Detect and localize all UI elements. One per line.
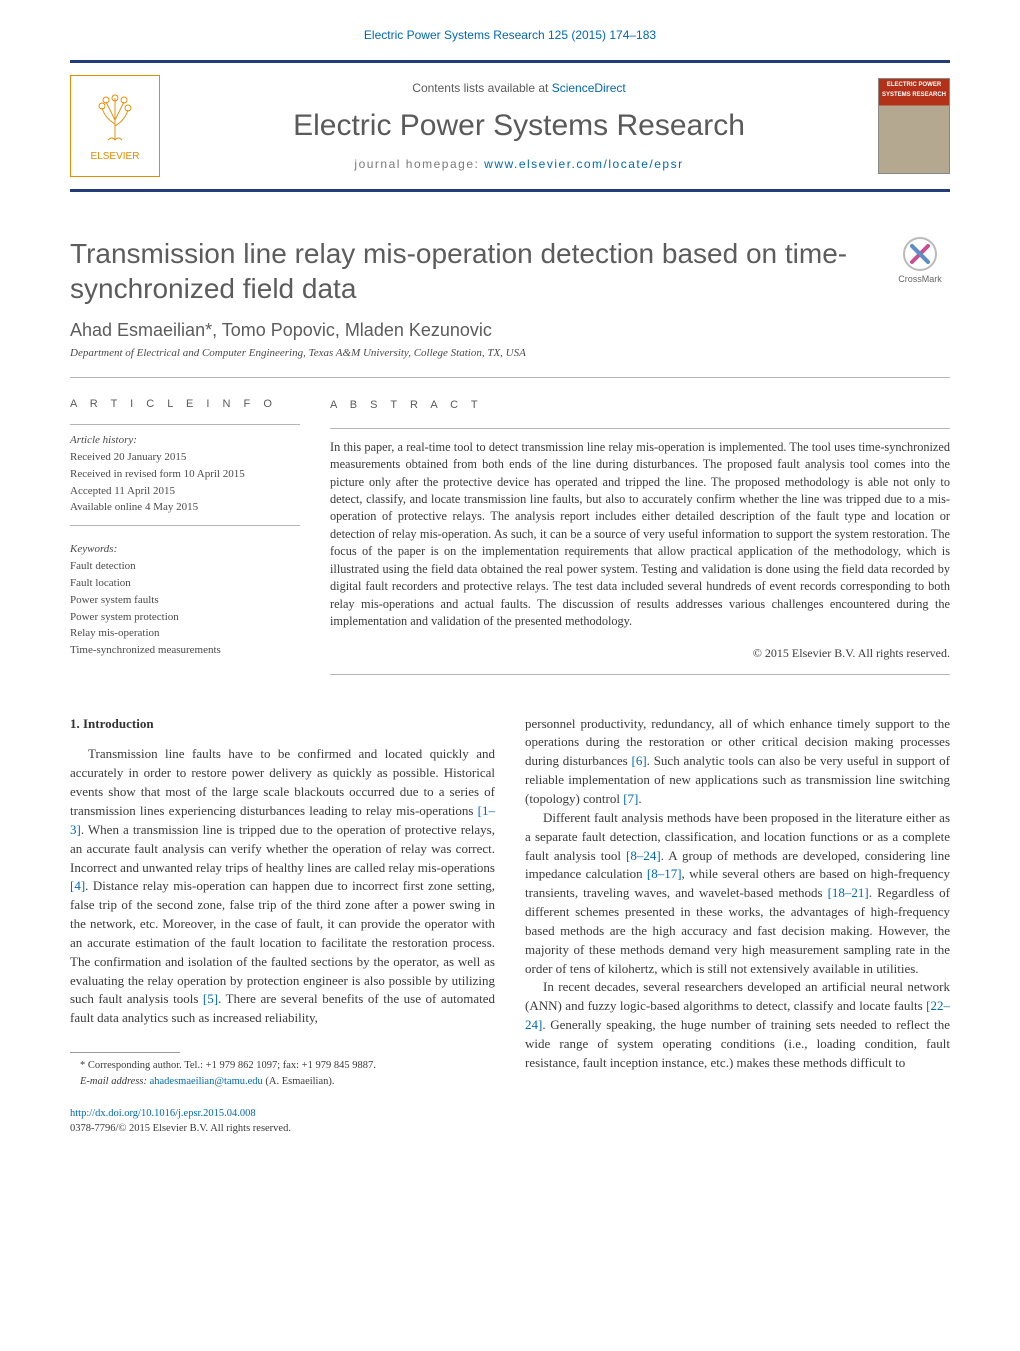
article-info-heading: A R T I C L E I N F O [70, 398, 300, 410]
keyword: Fault location [70, 576, 300, 591]
abstract-heading: A B S T R A C T [330, 398, 950, 414]
elsevier-logo: ELSEVIER [70, 75, 160, 177]
citation[interactable]: [4] [70, 878, 85, 893]
contents-available-line: Contents lists available at ScienceDirec… [160, 81, 878, 95]
cover-title-line2: SYSTEMS RESEARCH [879, 89, 949, 99]
citation[interactable]: [5] [203, 991, 218, 1006]
abstract-copyright: © 2015 Elsevier B.V. All rights reserved… [330, 645, 950, 662]
keyword: Relay mis-operation [70, 626, 300, 641]
keyword: Fault detection [70, 559, 300, 574]
cover-title-line1: ELECTRIC POWER [879, 79, 949, 89]
keyword: Time-synchronized measurements [70, 643, 300, 658]
elsevier-tree-icon [90, 90, 140, 151]
sciencedirect-link[interactable]: ScienceDirect [552, 81, 626, 95]
citation[interactable]: [8–24] [626, 848, 661, 863]
info-rule [70, 424, 300, 425]
journal-homepage-link[interactable]: www.elsevier.com/locate/epsr [484, 157, 683, 171]
masthead-center: Contents lists available at ScienceDirec… [160, 81, 878, 171]
masthead: ELSEVIER Contents lists available at Sci… [70, 60, 950, 192]
email-line: E-mail address: ahadesmaeilian@tamu.edu … [70, 1075, 495, 1089]
journal-cover-thumb: ELECTRIC POWER SYSTEMS RESEARCH [878, 78, 950, 174]
citation[interactable]: [18–21] [828, 885, 869, 900]
homepage-prefix: journal homepage: [354, 157, 484, 171]
intro-paragraph-1-cont: personnel productivity, redundancy, all … [525, 715, 950, 809]
journal-citation[interactable]: Electric Power Systems Research 125 (201… [70, 28, 950, 42]
abs-rule [330, 428, 950, 429]
journal-title: Electric Power Systems Research [160, 109, 878, 143]
affiliation: Department of Electrical and Computer En… [70, 347, 950, 359]
history-revised: Received in revised form 10 April 2015 [70, 467, 300, 482]
corresponding-author: * Corresponding author. Tel.: +1 979 862… [70, 1059, 495, 1073]
section-1-heading: 1. Introduction [70, 715, 495, 734]
history-online: Available online 4 May 2015 [70, 500, 300, 515]
contents-prefix: Contents lists available at [412, 81, 551, 95]
intro-paragraph-2: Different fault analysis methods have be… [525, 809, 950, 979]
author-email-link[interactable]: ahadesmaeilian@tamu.edu [150, 1076, 263, 1087]
history-label: Article history: [70, 433, 300, 448]
keyword: Power system faults [70, 593, 300, 608]
keywords-label: Keywords: [70, 542, 300, 557]
issn-copyright: 0378-7796/© 2015 Elsevier B.V. All right… [70, 1123, 291, 1134]
footnotes: * Corresponding author. Tel.: +1 979 862… [70, 1059, 495, 1089]
footnote-rule [70, 1052, 180, 1053]
authors: Ahad Esmaeilian*, Tomo Popovic, Mladen K… [70, 320, 950, 341]
abs-rule-bottom [330, 674, 950, 675]
history-accepted: Accepted 11 April 2015 [70, 484, 300, 499]
citation[interactable]: [6] [631, 753, 646, 768]
abstract-column: A B S T R A C T In this paper, a real-ti… [330, 378, 950, 675]
crossmark-badge[interactable]: CrossMark [890, 236, 950, 284]
intro-paragraph-3: In recent decades, several researchers d… [525, 978, 950, 1072]
doi-block: http://dx.doi.org/10.1016/j.epsr.2015.04… [70, 1107, 495, 1135]
article-title: Transmission line relay mis-operation de… [70, 236, 890, 306]
info-rule2 [70, 525, 300, 526]
elsevier-logo-text: ELSEVIER [91, 151, 140, 162]
history-received: Received 20 January 2015 [70, 450, 300, 465]
doi-link[interactable]: http://dx.doi.org/10.1016/j.epsr.2015.04… [70, 1108, 256, 1119]
article-info-column: A R T I C L E I N F O Article history: R… [70, 378, 300, 675]
journal-homepage-line: journal homepage: www.elsevier.com/locat… [160, 157, 878, 171]
crossmark-label: CrossMark [898, 274, 942, 284]
keyword: Power system protection [70, 610, 300, 625]
citation[interactable]: [7] [623, 791, 638, 806]
body-column-left: 1. Introduction Transmission line faults… [70, 715, 495, 1136]
intro-paragraph-1: Transmission line faults have to be conf… [70, 745, 495, 1028]
abstract-text: In this paper, a real-time tool to detec… [330, 439, 950, 631]
citation[interactable]: [8–17] [647, 866, 682, 881]
body-column-right: personnel productivity, redundancy, all … [525, 715, 950, 1136]
